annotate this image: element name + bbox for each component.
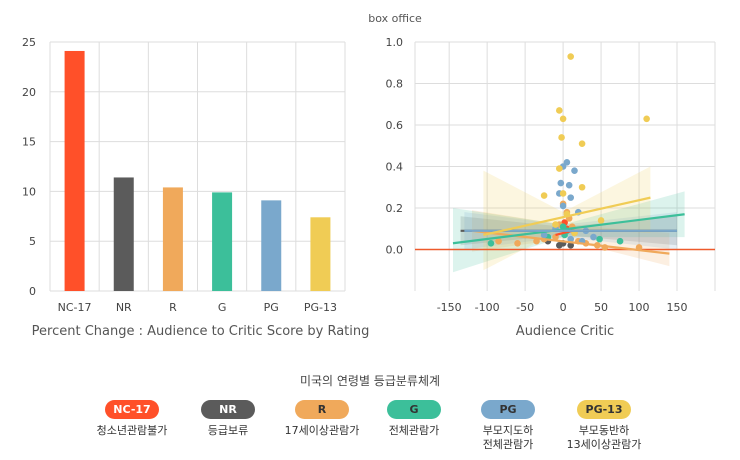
scatter-y-tick-label: 0.0	[386, 244, 404, 257]
scatter-point-nr	[567, 242, 574, 249]
scatter-point-pg13	[556, 107, 563, 114]
legend-item-r: R 17세이상관람가	[262, 398, 382, 438]
trend-line-pg13	[483, 196, 651, 237]
scatter-x-tick-label: 100	[629, 301, 650, 314]
bar-g	[212, 192, 233, 291]
scatter-point-pg13	[578, 140, 586, 147]
bar-nc17	[64, 50, 85, 291]
scatter-x-tick-label: 50	[594, 301, 608, 314]
scatter-point-pg	[567, 235, 574, 243]
scatter-point-pg13	[540, 192, 548, 199]
legend-item-pg: PG 부모지도하 전체관람가	[448, 398, 568, 452]
legend-item-pg13: PG-13 부모동반하 13세이상관람가	[544, 398, 664, 452]
scatter-point-pg13	[552, 221, 559, 228]
legend-item-nc17: NC-17 청소년관람불가	[72, 398, 192, 438]
scatter-y-tick-label: 1.0	[386, 36, 404, 49]
trend-line-g	[452, 213, 685, 245]
trend-line-r	[471, 229, 670, 255]
scatter-y-tick-label: 0.2	[386, 202, 404, 215]
legend-badge-nc17: NC-17	[105, 400, 159, 419]
legend-badge-pg: PG	[481, 400, 535, 419]
scatter-x-tick-label: 0	[560, 301, 567, 314]
bar-pg13	[310, 217, 331, 291]
legend-item-nr: NR 등급보류	[168, 398, 288, 438]
scatter-chart: box office 0.0 0.2 0.4 0.6 0.8 1.0 -150 -100 -50 0…	[368, 12, 716, 339]
scatter-x-tick-label: 150	[667, 301, 688, 314]
scatter-x-tick-label: -50	[516, 301, 534, 314]
scatter-point-pg13	[597, 217, 605, 224]
scatter-point-pg13	[567, 53, 574, 60]
bar-x-axis-title: Percent Change : Audience to Critic Scor…	[32, 324, 370, 339]
bar-x-tick-label: PG	[264, 301, 279, 314]
legend-desc-g: 전체관람가	[388, 424, 440, 437]
legend: NC-17 청소년관람불가 NR 등급보류 R 17세이상관람가 G 전체관람가…	[0, 398, 740, 458]
legend-desc-r: 17세이상관람가	[284, 424, 360, 437]
legend-desc-pg: 부모지도하 전체관람가	[482, 424, 534, 451]
scatter-y-tick-label: 0.8	[386, 78, 404, 91]
legend-badge-r: R	[295, 400, 349, 419]
bar-y-tick-label: 20	[22, 86, 36, 99]
bar-y-tick-label: 25	[22, 36, 36, 49]
scatter-point-pg13	[558, 134, 565, 141]
scatter-point-g	[487, 239, 495, 247]
bar-x-tick-label: G	[218, 301, 227, 314]
legend-badge-pg13: PG-13	[577, 400, 631, 419]
scatter-y-tick-label: 0.4	[386, 161, 404, 174]
scatter-point-pg	[571, 167, 578, 174]
bar-x-tick-label: NC-17	[58, 301, 92, 314]
legend-title: 미국의 연령별 등급분류체계	[299, 374, 441, 388]
scatter-point-pg13	[556, 165, 563, 172]
scatter-point-pg	[559, 202, 567, 210]
legend-desc-pg13: 부모동반하 13세이상관람가	[566, 424, 642, 451]
scatter-point-pg13	[578, 183, 586, 191]
scatter-x-tick-label: -100	[475, 301, 500, 314]
scatter-point-g	[596, 235, 603, 243]
scatter-title: box office	[368, 12, 422, 25]
legend-desc-nc17: 청소년관람불가	[96, 424, 168, 437]
scatter-point-g	[616, 237, 624, 245]
bar-y-tick-label: 15	[22, 136, 36, 149]
scatter-point-pg	[557, 179, 565, 187]
bar-x-tick-label: PG-13	[304, 301, 337, 314]
scatter-point-pg	[590, 233, 597, 241]
legend-desc-nr: 등급보류	[207, 424, 249, 437]
scatter-point-pg13	[643, 115, 650, 123]
bar-y-tick-label: 5	[29, 235, 36, 248]
bar-chart: 0 5 10 15 20 25 NC-17 NR R G PG PG-13 Percent Change…	[22, 36, 369, 339]
bar-x-tick-label: R	[169, 301, 177, 314]
scatter-y-tick-label: 0.6	[386, 119, 404, 132]
chart-canvas: 0 5 10 15 20 25 NC-17 NR R G PG PG-13 Percent Change…	[22, 12, 716, 339]
bar-nr	[113, 177, 134, 291]
scatter-point-r	[495, 237, 502, 245]
scatter-point-r	[514, 239, 521, 247]
scatter-x-axis-title: Audience Critic	[516, 324, 614, 339]
legend-badge-nr: NR	[201, 400, 255, 419]
bar-x-tick-label: NR	[116, 301, 132, 314]
bar-pg	[261, 200, 282, 291]
scatter-point-pg	[567, 194, 574, 201]
scatter-x-tick-label: -150	[437, 301, 462, 314]
scatter-point-pg	[563, 159, 571, 166]
scatter-point-pg	[565, 181, 573, 189]
scatter-point-pg	[540, 231, 548, 239]
scatter-point-pg13	[559, 190, 567, 197]
bar-r	[162, 187, 183, 291]
bar-y-tick-label: 0	[29, 285, 36, 298]
bar-y-tick-label: 10	[22, 185, 36, 198]
legend-badge-g: G	[387, 400, 441, 419]
legend-item-g: G 전체관람가	[354, 398, 474, 438]
scatter-point-pg13	[559, 115, 567, 123]
